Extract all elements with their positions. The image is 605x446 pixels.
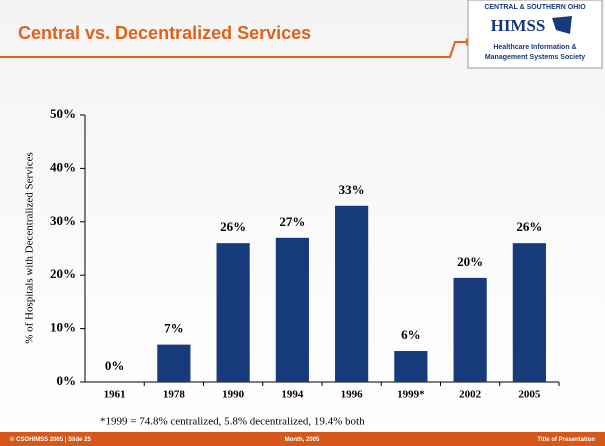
value-label: 0%: [105, 358, 125, 373]
value-label: 33%: [339, 182, 365, 197]
logo-top: CENTRAL & SOUTHERN OHIO: [484, 4, 586, 11]
footer-right: Title of Presentation: [537, 437, 595, 443]
bar: [216, 243, 250, 382]
y-tick-label: 20%: [50, 266, 76, 281]
value-label: 7%: [164, 321, 184, 336]
x-tick-label: 1994: [281, 389, 304, 401]
logo-name: HIMSS: [491, 16, 546, 35]
x-tick-label: 2005: [518, 389, 541, 401]
value-label: 26%: [516, 219, 542, 234]
y-tick-label: 40%: [50, 159, 76, 174]
value-label: 6%: [401, 327, 421, 342]
x-tick-label: 1978: [163, 389, 186, 401]
x-tick-label: 1990: [222, 389, 245, 401]
value-label: 26%: [220, 219, 246, 234]
logo-box: [467, 0, 603, 69]
y-tick-label: 0%: [57, 373, 77, 388]
logo-line2: Management Systems Society: [485, 54, 585, 61]
footer-left: © CSOHIMSS 2005 | Slide 25: [10, 436, 91, 443]
x-tick-label: 1996: [341, 389, 364, 401]
bar: [157, 344, 191, 382]
footer-center: Month, 2005: [285, 437, 320, 443]
footnote: *1999 = 74.8% centralized, 5.8% decentra…: [100, 416, 365, 428]
footer-bar: [0, 432, 605, 446]
x-tick-label: 2002: [459, 389, 482, 401]
y-tick-label: 50%: [50, 106, 76, 121]
y-tick-label: 30%: [50, 213, 76, 228]
bar: [453, 277, 487, 382]
slide-title: Central vs. Decentralized Services: [18, 23, 311, 43]
x-tick-label: 1999*: [397, 389, 425, 401]
logo: CENTRAL & SOUTHERN OHIO HIMSS Healthcare…: [467, 0, 603, 69]
bar: [512, 243, 546, 382]
logo-line1: Healthcare Information &: [493, 44, 576, 51]
value-label: 20%: [457, 254, 483, 269]
x-tick-label: 1961: [104, 389, 126, 401]
header-rule: [0, 41, 466, 58]
logo-shape: [552, 16, 572, 34]
bar: [275, 237, 309, 382]
y-axis-label: % of Hospitals with Decentralized Servic…: [24, 152, 36, 344]
y-tick-label: 10%: [50, 320, 76, 335]
bar: [394, 351, 428, 382]
bar: [335, 205, 369, 382]
value-label: 27%: [279, 214, 305, 229]
